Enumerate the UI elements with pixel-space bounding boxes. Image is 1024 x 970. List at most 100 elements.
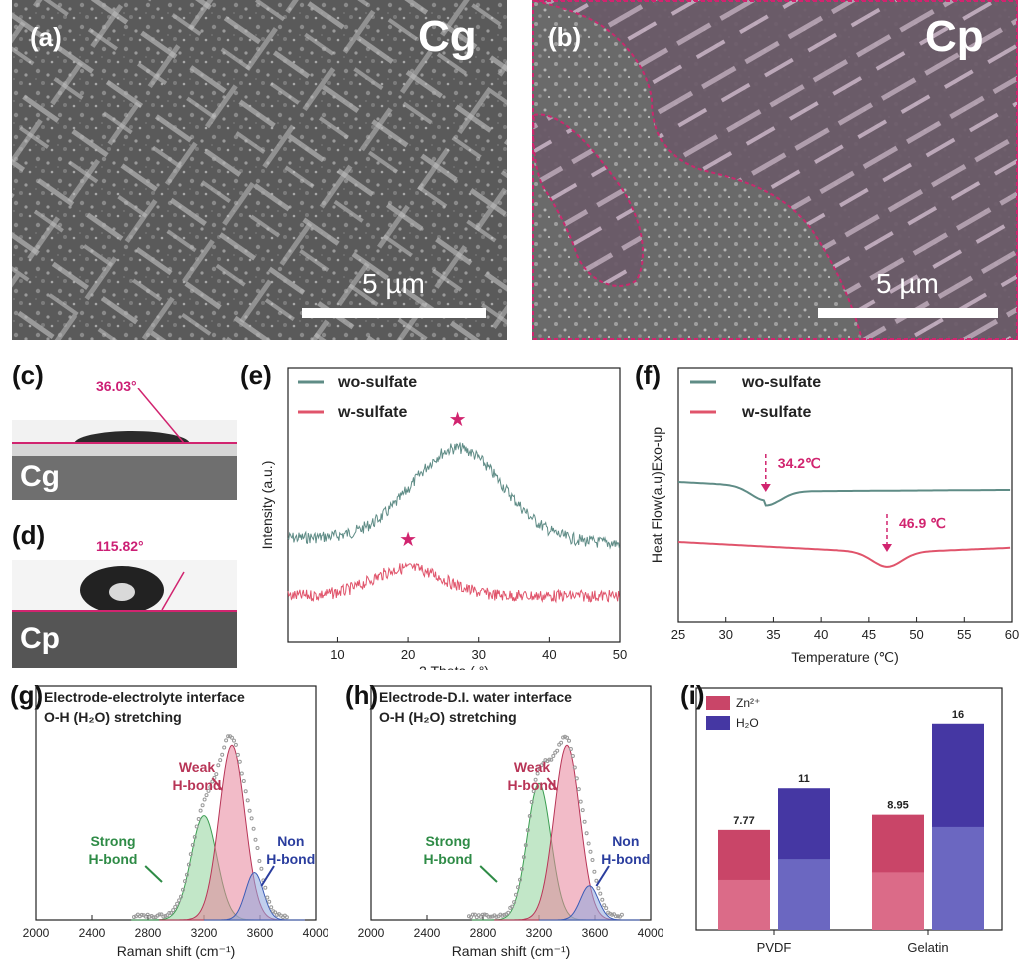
sample-label-cg: Cg	[20, 460, 60, 493]
raman-data-point	[186, 862, 191, 867]
x-tick-label: 55	[957, 627, 971, 642]
raman-data-point	[576, 787, 581, 792]
raman-data-point	[512, 900, 517, 905]
raman-data-point	[275, 912, 280, 917]
raman-data-point	[547, 757, 552, 762]
x-tick-label: 10	[330, 647, 344, 662]
cp-region-left	[532, 113, 644, 287]
bar-chart-i: PVDF 7.77 11 Gelatin 8.95 16 Zn²⁺ H₂O	[695, 687, 1003, 955]
raman-data-point	[600, 897, 605, 902]
legend-swatch	[706, 716, 730, 730]
bar-gradient-PVDF-0	[718, 879, 770, 930]
raman-data-point	[614, 914, 618, 919]
raman-data-point	[480, 912, 485, 917]
x-tick-label: 30	[718, 627, 732, 642]
x-tick-label: 50	[909, 627, 923, 642]
raman-data-point	[190, 843, 195, 847]
chart-title-line1: Electrode-D.I. water interface	[379, 689, 572, 705]
sem-texture-cg	[12, 0, 507, 340]
raman-data-point	[514, 892, 518, 897]
x-tick-label: 2400	[414, 926, 441, 940]
raman-data-point	[561, 735, 566, 740]
label-weak-1: Weak	[179, 759, 216, 775]
raman-data-point	[284, 915, 289, 920]
y-axis-title: Intensity (a.u.)	[259, 461, 275, 550]
x-tick-label: 4000	[303, 926, 328, 940]
raman-data-point	[265, 895, 270, 900]
raman-data-point	[247, 808, 252, 813]
raman-chart-h: 2000 2400 2800 3200 3600 4000 Raman shift (cm⁻…	[358, 685, 663, 959]
raman-data-point	[598, 891, 603, 896]
label-non-1: Non	[612, 833, 639, 849]
raman-data-point	[590, 858, 595, 862]
raman-data-point	[202, 797, 207, 802]
raman-data-point	[253, 837, 258, 842]
raman-data-point	[510, 904, 515, 909]
dsc-line-w-sulfate	[677, 541, 1011, 568]
raman-data-point	[165, 913, 170, 918]
raman-data-point	[543, 758, 548, 763]
x-category-label: Gelatin	[907, 940, 948, 955]
raman-data-point	[255, 846, 260, 850]
droplet-cp-graphic	[12, 560, 237, 668]
bar-value-label: 7.77	[733, 815, 754, 827]
legend-label: wo-sulfate	[337, 374, 417, 391]
raman-data-point	[139, 912, 144, 917]
angle-line-cg	[137, 388, 185, 444]
raman-data-point	[235, 752, 240, 757]
raman-data-point	[616, 914, 620, 919]
label-weak-2: H-bond	[173, 777, 222, 793]
legend-label: wo-sulfate	[741, 374, 821, 391]
plot-frame	[677, 367, 1013, 623]
raman-data-point	[192, 835, 197, 839]
raman-data-point	[208, 785, 213, 789]
raman-data-point	[179, 894, 183, 899]
x-tick-label: 20	[401, 647, 415, 662]
raman-data-point	[565, 735, 569, 740]
x-tick-label: 50	[613, 647, 627, 662]
panel-label-e: (e)	[240, 360, 272, 390]
panel-label-c: (c)	[12, 360, 44, 390]
bar-gradient-Gelatin-0	[872, 872, 924, 930]
raman-data-point	[200, 803, 205, 808]
raman-data-point	[151, 915, 156, 920]
label-strong-2: H-bond	[89, 851, 138, 867]
raman-data-point	[241, 779, 246, 783]
raman-data-point	[259, 866, 264, 871]
raman-chart-g: 2000 2400 2800 3200 3600 4000 Raman shift (cm⁻…	[23, 685, 328, 959]
raman-data-point	[224, 738, 229, 743]
raman-data-point	[531, 789, 536, 794]
raman-data-point	[175, 901, 180, 906]
raman-data-point	[198, 808, 203, 813]
raman-data-point	[216, 763, 221, 768]
x-category-label: PVDF	[757, 940, 792, 955]
xrd-line-wo-sulfate	[287, 442, 620, 550]
raman-data-point	[555, 748, 560, 753]
raman-data-point	[525, 828, 530, 833]
raman-data-point	[527, 814, 532, 818]
raman-data-point	[273, 910, 278, 915]
raman-data-point	[226, 734, 231, 739]
plot-frame	[695, 687, 1003, 931]
raman-data-point	[578, 799, 583, 804]
raman-data-point	[604, 906, 609, 911]
droplet-cg-graphic	[12, 420, 237, 500]
raman-data-point	[584, 831, 589, 836]
legend-label: Zn²⁺	[736, 696, 760, 710]
raman-data-point	[486, 914, 491, 919]
raman-data-point	[482, 912, 487, 917]
panel-label-d: (d)	[12, 520, 46, 550]
raman-data-point	[204, 793, 209, 798]
raman-data-point	[519, 867, 524, 871]
arrow-non	[260, 865, 275, 887]
scale-label-a: 5 µm	[362, 268, 425, 299]
label-strong-1: Strong	[425, 833, 470, 849]
chart-title-line2: O-H (H₂O) stretching	[44, 709, 182, 725]
raman-data-point	[592, 869, 597, 874]
chart-title-line2: O-H (H₂O) stretching	[379, 709, 517, 725]
raman-data-point	[267, 899, 272, 904]
arrow-strong	[144, 865, 163, 883]
raman-data-point	[500, 913, 505, 918]
raman-data-point	[488, 914, 493, 919]
raman-data-point	[594, 878, 599, 883]
